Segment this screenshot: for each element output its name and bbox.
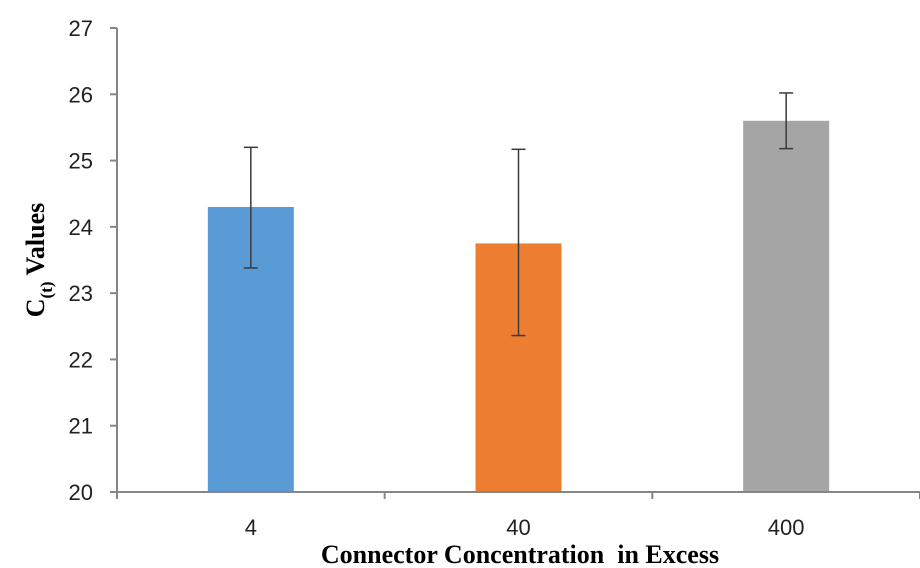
x-axis-ticks: 4 40 400 [116, 492, 920, 540]
y-axis-ticks: 20 21 22 23 24 25 26 27 [69, 16, 117, 505]
x-tick-label: 40 [506, 515, 530, 540]
y-tick-label: 26 [69, 82, 93, 107]
y-axis-title-subscript: (t) [37, 282, 56, 299]
y-axis-title-suffix: Values [21, 203, 50, 282]
y-axis-title: C(t) Values [21, 203, 56, 318]
y-tick-label: 23 [69, 281, 93, 306]
y-tick-label: 27 [69, 16, 93, 41]
plot-area [207, 92, 830, 493]
y-tick-label: 25 [69, 149, 93, 174]
y-tick-label: 20 [69, 480, 93, 505]
y-axis-title-main: C [21, 298, 50, 317]
x-tick-label: 400 [768, 515, 805, 540]
y-tick-label: 22 [69, 347, 93, 372]
bar [743, 120, 830, 493]
x-axis-title: Connector Concentration in Excess [321, 540, 719, 568]
y-tick-label: 21 [69, 414, 93, 439]
x-tick-label: 4 [245, 515, 257, 540]
y-tick-label: 24 [69, 215, 93, 240]
